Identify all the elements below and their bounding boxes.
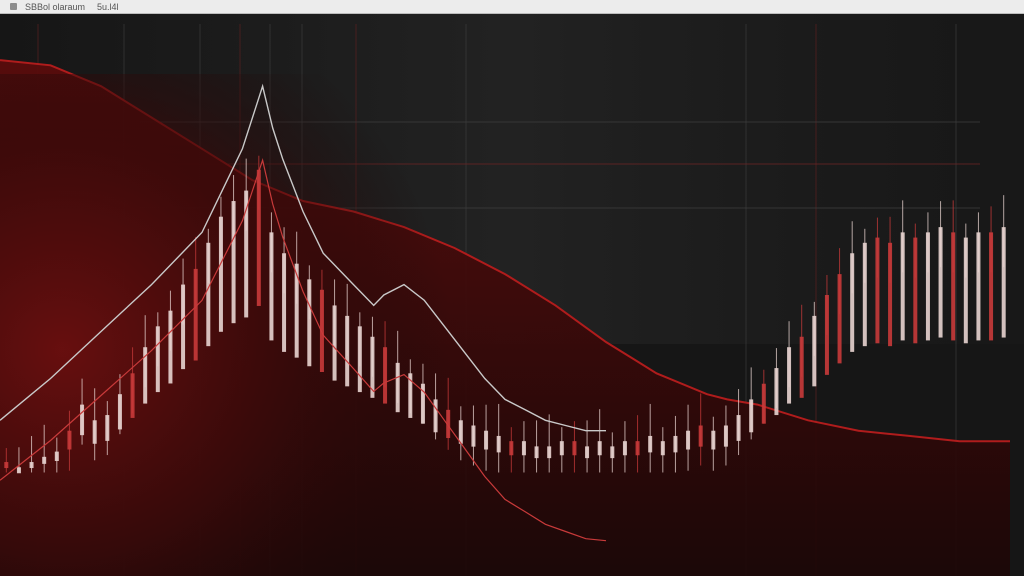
candle-body <box>294 263 299 358</box>
candle-body <box>193 268 198 361</box>
candle-body <box>660 441 665 456</box>
candle-body <box>585 446 590 459</box>
candle-body <box>521 441 526 456</box>
candle-body <box>256 169 261 306</box>
candle-body <box>862 242 867 347</box>
candle-body <box>92 420 97 444</box>
candle-body <box>370 336 375 398</box>
candle-body <box>181 284 186 370</box>
candle-body <box>787 347 792 404</box>
candle-body <box>433 399 438 433</box>
candles <box>4 155 1006 474</box>
candle-body <box>900 232 905 341</box>
candle-body <box>723 425 728 447</box>
candle-body <box>837 274 842 364</box>
candle-body <box>673 435 678 453</box>
price-line <box>0 83 606 432</box>
candle-body <box>761 383 766 424</box>
candle-body <box>736 415 741 441</box>
candle-body <box>812 315 817 387</box>
candle-body <box>799 336 804 398</box>
app-icon <box>10 3 17 10</box>
candle-body <box>635 441 640 456</box>
candle-body <box>357 326 362 393</box>
candle-body <box>925 232 930 341</box>
candle-body <box>408 373 413 418</box>
candle-body <box>913 237 918 344</box>
candle-body <box>458 420 463 444</box>
candle-body <box>888 242 893 347</box>
candle-body <box>155 326 160 393</box>
candle-body <box>80 404 85 436</box>
window-title: SBBol olaraum <box>25 1 86 12</box>
candle-body <box>572 441 577 456</box>
candle-body <box>622 441 627 456</box>
candle-body <box>1001 227 1006 338</box>
candle-body <box>16 467 21 474</box>
candle-body <box>648 435 653 453</box>
candle-body <box>42 456 47 464</box>
left-glow <box>0 74 520 576</box>
red-trend-line <box>0 157 607 542</box>
candle-body <box>420 383 425 424</box>
candle-body <box>559 441 564 456</box>
candle-body <box>143 347 148 404</box>
candle-body <box>597 441 602 456</box>
candle-body <box>976 232 981 341</box>
candle-body <box>534 446 539 459</box>
candle-body <box>319 289 324 372</box>
candle-body <box>54 451 59 461</box>
candle-body <box>610 446 615 459</box>
window-subtitle: 5u.l4l <box>97 1 119 12</box>
candle-body <box>951 232 956 341</box>
candle-body <box>383 347 388 404</box>
candle-body <box>875 237 880 344</box>
candle-body <box>4 462 9 469</box>
candle-body <box>206 242 211 347</box>
candle-body <box>117 394 122 430</box>
candlestick-chart[interactable] <box>0 14 1024 576</box>
candle-body <box>231 201 236 324</box>
candle-body <box>774 368 779 416</box>
candle-body <box>446 409 451 439</box>
candle-body <box>168 310 173 384</box>
candle-body <box>989 232 994 341</box>
candle-body <box>345 315 350 387</box>
candle-body <box>67 430 72 450</box>
candle-body <box>105 415 110 441</box>
candle-body <box>29 462 34 469</box>
candle-body <box>307 279 312 367</box>
window-titlebar: SBBol olaraum 5u.l4l <box>0 0 1024 14</box>
candle-body <box>749 399 754 433</box>
candle-body <box>130 373 135 418</box>
candle-body <box>332 305 337 381</box>
candle-body <box>496 435 501 453</box>
candle-body <box>282 253 287 352</box>
candle-body <box>269 232 274 341</box>
candle-body <box>711 430 716 450</box>
candle-body <box>547 446 552 459</box>
candle-body <box>824 295 829 375</box>
candle-body <box>686 430 691 450</box>
candle-body <box>395 362 400 413</box>
candle-body <box>963 237 968 344</box>
candle-body <box>850 253 855 352</box>
candle-body <box>484 430 489 450</box>
candle-body <box>698 425 703 447</box>
candle-body <box>244 190 249 318</box>
candle-body <box>509 441 514 456</box>
candle-body <box>218 216 223 332</box>
candle-body <box>938 227 943 338</box>
candle-body <box>471 425 476 447</box>
